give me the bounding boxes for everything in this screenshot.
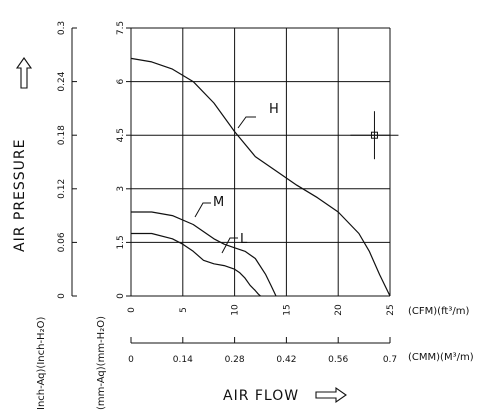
y-unit-inch: Inch-Aq)(Inch-H₂O) bbox=[36, 317, 47, 410]
curve-label-h: H bbox=[269, 102, 279, 117]
x-axis-title: AIR FLOW bbox=[223, 388, 299, 404]
x-unit-cmm: (CMM)(M³/m) bbox=[408, 352, 474, 363]
x-tick-label-cmm: 0.42 bbox=[276, 355, 296, 365]
curve-label-m: M bbox=[213, 195, 224, 210]
y-tick-label-mm: 1.5 bbox=[116, 235, 126, 249]
x-axis-arrow-icon bbox=[315, 386, 347, 404]
x-tick-label-cmm: 0.14 bbox=[173, 355, 193, 365]
y-tick-label-mm: 0 bbox=[116, 293, 126, 299]
x-tick-label-cfm: 10 bbox=[231, 304, 241, 316]
y-tick-label-mm: 4.5 bbox=[116, 128, 126, 142]
leader-line-l bbox=[221, 237, 238, 254]
x-ticks-cfm: 0 5 10 15 20 25 bbox=[127, 304, 396, 316]
x-tick-label-cmm: 0.28 bbox=[225, 355, 245, 365]
y-tick-label-mm: 6 bbox=[116, 78, 126, 84]
curve-labels: H M L bbox=[194, 102, 279, 254]
x-tick-label-cmm: 0.56 bbox=[328, 355, 348, 365]
marker-square bbox=[370, 131, 378, 139]
operating-point-marker bbox=[350, 111, 399, 160]
plot-grid bbox=[130, 27, 391, 297]
curve-h bbox=[130, 57, 391, 297]
x-tick-label-cfm: 0 bbox=[127, 307, 137, 313]
curve-group bbox=[130, 57, 391, 297]
curve-m bbox=[131, 211, 277, 297]
y-tick-label-inch: 0.18 bbox=[57, 125, 67, 145]
leader-line-h bbox=[237, 116, 256, 129]
y-tick-label-inch: 0.12 bbox=[57, 179, 67, 199]
y-ticks-mm: 0 1.5 3 4.5 6 7.5 bbox=[116, 21, 131, 299]
y-tick-label-inch: 0.24 bbox=[57, 71, 67, 91]
x-tick-label-cfm: 25 bbox=[386, 304, 396, 315]
x-tick-label-cmm: 0.7 bbox=[383, 355, 397, 365]
y-tick-label-inch: 0.06 bbox=[57, 232, 67, 252]
y-tick-label-mm: 3 bbox=[116, 186, 126, 192]
y-ticks-inch: 0 0.06 0.12 0.18 0.24 0.3 bbox=[57, 21, 77, 299]
curve-l bbox=[131, 232, 261, 297]
x-tick-label-cfm: 20 bbox=[334, 304, 344, 316]
y-axis-arrow-icon bbox=[15, 57, 33, 89]
leader-line-m bbox=[194, 202, 211, 218]
y-tick-label-mm: 7.5 bbox=[116, 21, 126, 35]
curve-label-l: L bbox=[240, 232, 248, 247]
x-tick-label-cfm: 15 bbox=[282, 304, 292, 315]
y-unit-mm: (mm-Aq)(mm-H₂O) bbox=[96, 316, 107, 410]
x-tick-label-cfm: 5 bbox=[179, 307, 189, 313]
x-tick-label-cmm: 0 bbox=[128, 355, 134, 365]
y-axis-title: AIR PRESSURE bbox=[12, 139, 28, 253]
x-ticks-cmm: 0 0.14 0.28 0.42 0.56 0.7 bbox=[128, 337, 397, 365]
y-tick-label-inch: 0.3 bbox=[57, 21, 67, 35]
x-unit-cfm: (CFM)(ft³/m) bbox=[408, 306, 469, 317]
y-tick-label-inch: 0 bbox=[57, 293, 67, 299]
